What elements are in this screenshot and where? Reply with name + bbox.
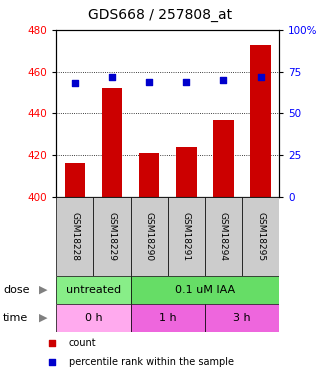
Bar xyxy=(131,276,279,304)
Bar xyxy=(205,304,279,332)
Text: GSM18228: GSM18228 xyxy=(70,212,79,261)
Text: ▶: ▶ xyxy=(39,285,48,295)
Text: GSM18290: GSM18290 xyxy=(145,211,154,261)
Point xyxy=(49,340,55,346)
Bar xyxy=(56,197,93,276)
Point xyxy=(72,80,77,86)
Point xyxy=(147,79,152,85)
Bar xyxy=(213,120,234,197)
Text: untreated: untreated xyxy=(66,285,121,295)
Bar xyxy=(56,304,131,332)
Text: 0 h: 0 h xyxy=(84,313,102,323)
Text: GSM18294: GSM18294 xyxy=(219,212,228,261)
Bar xyxy=(242,197,279,276)
Point xyxy=(49,359,55,365)
Bar xyxy=(102,88,122,197)
Bar xyxy=(65,164,85,197)
Text: dose: dose xyxy=(3,285,30,295)
Bar xyxy=(93,197,131,276)
Text: 3 h: 3 h xyxy=(233,313,251,323)
Bar xyxy=(139,153,159,197)
Bar xyxy=(56,276,131,304)
Bar xyxy=(205,197,242,276)
Point xyxy=(109,74,115,80)
Text: 0.1 uM IAA: 0.1 uM IAA xyxy=(175,285,235,295)
Bar xyxy=(168,197,205,276)
Text: GDS668 / 257808_at: GDS668 / 257808_at xyxy=(89,8,232,22)
Bar xyxy=(250,45,271,197)
Bar xyxy=(131,197,168,276)
Text: 1 h: 1 h xyxy=(159,313,177,323)
Text: GSM18229: GSM18229 xyxy=(108,212,117,261)
Bar xyxy=(176,147,196,197)
Point xyxy=(258,74,263,80)
Text: GSM18291: GSM18291 xyxy=(182,211,191,261)
Text: count: count xyxy=(69,338,96,348)
Point xyxy=(184,79,189,85)
Text: time: time xyxy=(3,313,29,323)
Bar xyxy=(131,304,205,332)
Point xyxy=(221,77,226,83)
Text: GSM18295: GSM18295 xyxy=(256,211,265,261)
Text: percentile rank within the sample: percentile rank within the sample xyxy=(69,357,234,367)
Text: ▶: ▶ xyxy=(39,313,48,323)
